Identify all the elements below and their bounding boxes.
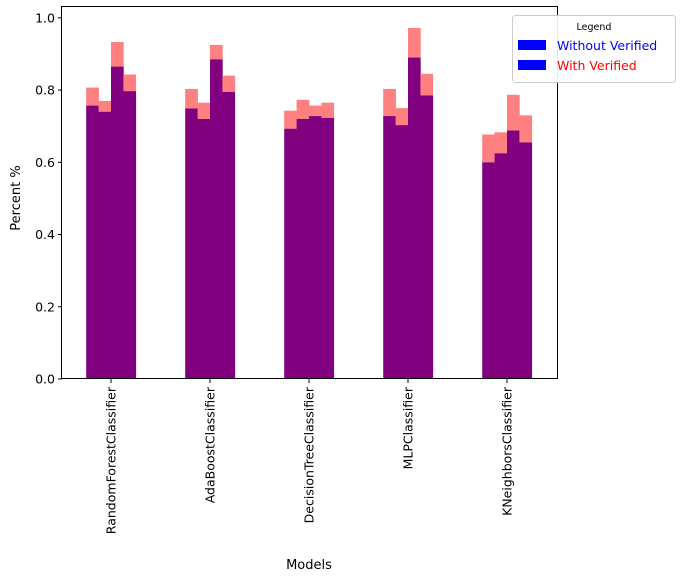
bar-with-verified-1-1: [197, 102, 211, 119]
legend-swatch-with-verified: [518, 60, 546, 70]
bar-with-verified-0-3: [123, 74, 137, 92]
bar-with-verified-0-1: [98, 100, 112, 112]
y-axis-label: Percent %: [9, 165, 24, 230]
y-tick-label-0: 0.0: [35, 372, 55, 387]
y-tick-label-5: 1.0: [35, 10, 55, 25]
bar-without-verified-2-2: [309, 116, 322, 380]
bar-without-verified-0-1: [98, 111, 112, 380]
bar-without-verified-0-0: [86, 105, 99, 380]
bar-without-verified-0-2: [111, 66, 124, 380]
bar-with-verified-4-3: [519, 115, 533, 143]
bars-group: [86, 27, 533, 380]
bar-without-verified-3-3: [420, 95, 434, 379]
bar-without-verified-2-1: [296, 118, 310, 379]
legend: Legend Without Verified With Verified: [512, 15, 676, 83]
bar-without-verified-4-1: [494, 153, 508, 379]
bar-without-verified-3-1: [395, 125, 409, 379]
legend-swatch-without-verified: [518, 40, 546, 50]
y-tick-label-2: 0.4: [35, 227, 55, 242]
plot-frame: [61, 6, 558, 379]
bar-without-verified-1-2: [210, 59, 223, 380]
x-axis-label: Models: [286, 558, 332, 573]
bar-without-verified-4-2: [507, 130, 520, 379]
bar-with-verified-2-0: [284, 110, 297, 129]
bar-without-verified-1-3: [222, 91, 236, 380]
bar-with-verified-2-3: [321, 102, 335, 118]
bar-without-verified-3-0: [383, 116, 396, 380]
bar-with-verified-0-2: [111, 42, 124, 67]
bar-without-verified-4-3: [519, 142, 533, 379]
x-tick-label-4: KNeighborsClassifier: [500, 386, 515, 516]
legend-title: Legend: [577, 22, 612, 33]
bar-without-verified-3-2: [408, 57, 421, 379]
x-axis-ticks: RandomForestClassifier AdaBoostClassifier…: [104, 379, 515, 534]
legend-label-without-verified: Without Verified: [557, 38, 657, 53]
bar-with-verified-3-2: [408, 27, 421, 58]
bar-without-verified-2-0: [284, 128, 297, 379]
bar-with-verified-4-1: [494, 132, 508, 154]
bar-with-verified-3-0: [383, 88, 396, 117]
bar-without-verified-2-3: [321, 117, 335, 379]
bar-with-verified-4-0: [482, 134, 495, 163]
y-tick-label-4: 0.8: [35, 83, 55, 98]
y-tick-label-1: 0.2: [35, 299, 55, 314]
x-tick-label-2: DecisionTreeClassifier: [302, 386, 317, 523]
bar-with-verified-2-1: [296, 99, 310, 119]
bar-with-verified-1-2: [210, 44, 223, 60]
legend-label-with-verified: With Verified: [557, 58, 637, 73]
x-tick-label-3: MLPClassifier: [401, 386, 416, 469]
x-tick-label-1: AdaBoostClassifier: [203, 386, 218, 503]
bar-with-verified-1-0: [185, 88, 198, 109]
bar-without-verified-1-0: [185, 108, 198, 380]
legend-box: [512, 15, 676, 83]
bar-with-verified-3-1: [395, 108, 409, 126]
y-tick-label-3: 0.6: [35, 155, 55, 170]
bar-without-verified-0-3: [123, 91, 137, 379]
bar-with-verified-4-2: [507, 94, 520, 131]
bar-with-verified-1-3: [222, 75, 236, 92]
bar-without-verified-4-0: [482, 162, 495, 379]
bar-with-verified-3-3: [420, 73, 434, 96]
x-tick-label-0: RandomForestClassifier: [104, 386, 119, 534]
bar-with-verified-2-2: [309, 105, 322, 117]
bar-without-verified-1-1: [197, 118, 211, 379]
y-axis-ticks: 0.0 0.2 0.4 0.6 0.8 1.0: [35, 10, 62, 387]
bar-with-verified-0-0: [86, 87, 99, 106]
